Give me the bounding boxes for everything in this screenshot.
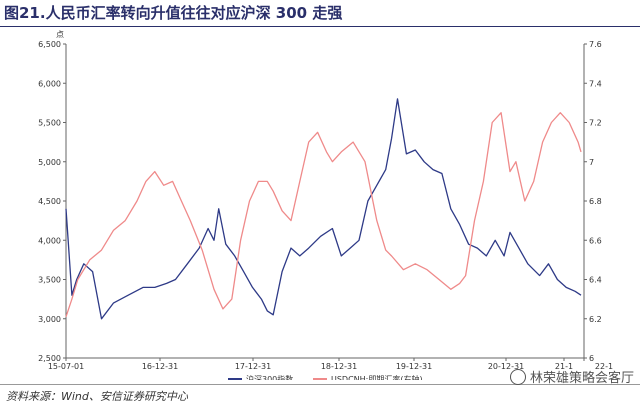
y-right-tick-label: 7.2	[589, 119, 602, 128]
wechat-icon	[509, 368, 526, 385]
y-left-tick-label: 4,000	[38, 236, 61, 245]
x-tick-label: 20-12-31	[488, 362, 524, 371]
page-title: 图21.人民币汇率转向升值往往对应沪深 300 走强	[4, 4, 343, 22]
x-tick-label: 16-12-31	[142, 362, 178, 371]
y-right-tick-label: 7.4	[589, 79, 602, 88]
y-right-tick-label: 6.6	[589, 236, 602, 245]
series-line-usdcnh	[65, 112, 582, 318]
series-line-csi300	[65, 98, 582, 320]
y-left-tick-label: 6,000	[38, 79, 61, 88]
source-divider	[0, 384, 640, 385]
line-chart: 2,500 3,000 3,500 4,000 4,500 5,000 5,500 6,000…	[38, 30, 613, 380]
y-left-tick-label: 5,500	[38, 119, 61, 128]
y-right-tick-label: 6.4	[589, 276, 602, 285]
y-right-tick-label: 6.2	[589, 315, 602, 324]
x-tick-label: 19-12-31	[396, 362, 432, 371]
y-left-tick-label: 4,500	[38, 197, 61, 206]
y-left-tick-label: 2,500	[38, 354, 61, 363]
y-right-tick-label: 7	[589, 158, 594, 167]
legend-label: 沪深300指数	[246, 374, 293, 380]
y-left-tick-label: 5,000	[38, 158, 61, 167]
x-tick-label: 18-12-31	[321, 362, 357, 371]
x-tick-label: 17-12-31	[235, 362, 271, 371]
y-right-tick-label: 6.8	[589, 197, 602, 206]
watermark-text: 林荣雄策略会客厅	[529, 371, 634, 386]
legend-label: USDCNH:即期汇率(右轴)	[331, 374, 423, 380]
y-left-tick-label: 6,500	[38, 40, 61, 49]
y-left-tick-label: 3,500	[38, 276, 61, 285]
x-tick-label: 22-1	[595, 362, 613, 371]
y-right-tick-label: 6	[589, 354, 594, 363]
y-left-tick-label: 3,000	[38, 315, 61, 324]
x-tick-label: 21-1	[555, 362, 573, 371]
x-tick-label: 15-07-01	[48, 362, 84, 371]
y-right-tick-label: 7.6	[589, 40, 602, 49]
source-note: 资料来源：Wind、安信证券研究中心	[6, 390, 188, 403]
title-divider	[0, 26, 640, 27]
y-left-axis-label: 点	[56, 30, 64, 39]
watermark: 林荣雄策略会客厅	[509, 367, 634, 386]
